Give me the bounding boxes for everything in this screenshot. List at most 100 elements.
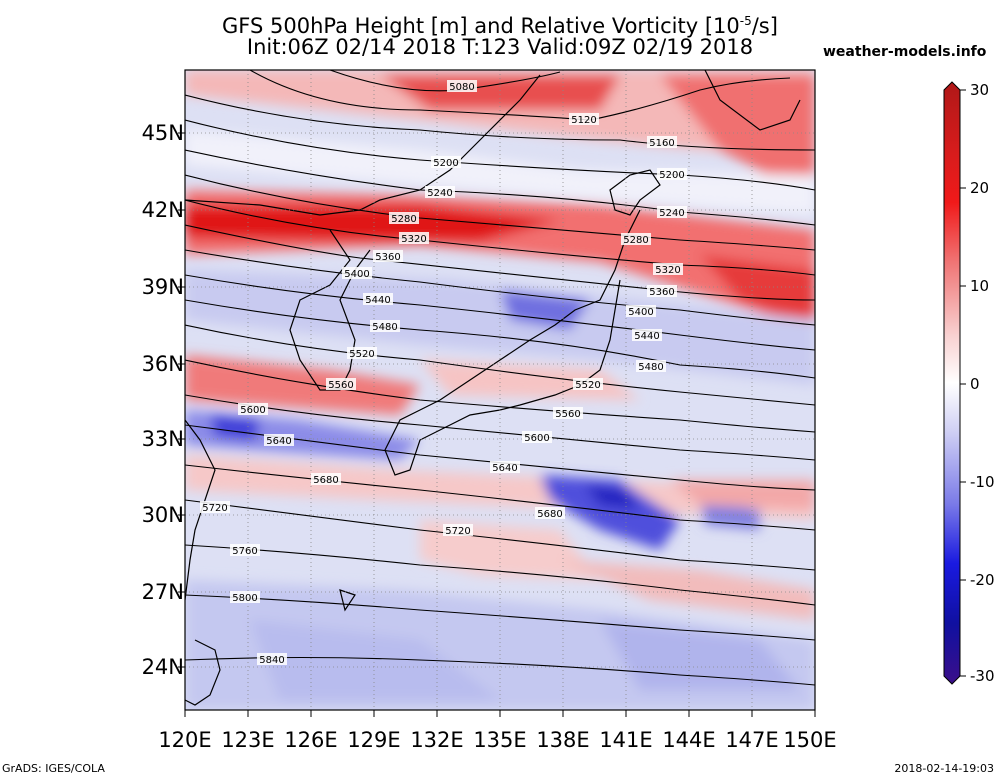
lat-label-39n: 39N [141,275,184,299]
contour-label-bg [447,80,477,92]
lat-label-33n: 33N [141,427,184,451]
contour-label: 5440 [634,331,659,342]
contour-label: 5080 [449,82,474,93]
contour-label: 5360 [375,252,400,263]
contour-label-bg [522,431,552,443]
contour-label-bg [389,212,419,224]
contour-label-bg [230,591,260,603]
lat-label-45n: 45N [141,121,184,145]
contour-label-bg [238,403,268,415]
site-watermark: weather-models.info [823,44,987,60]
contour-label: 5640 [492,463,517,474]
lon-label-150e: 150E [783,728,837,752]
contour-label: 5120 [571,115,596,126]
contour-label: 5520 [349,349,374,360]
contour-label: 5680 [537,509,562,520]
colorbar-tick-minus20: -20 [970,571,995,589]
contour-label: 5560 [328,380,353,391]
contour-label-bg [399,232,429,244]
colorbar [943,81,966,685]
contour-label: 5640 [266,436,291,447]
contour-label-bg [326,378,356,390]
contour-label: 5800 [232,593,257,604]
contour-label: 5840 [259,655,284,666]
lat-label-30n: 30N [141,503,184,527]
contour-label-bg [632,329,662,341]
lon-label-141e: 141E [599,728,653,752]
lat-label-36n: 36N [141,352,184,376]
lat-label-42n: 42N [141,198,184,222]
contour-label-bg [636,360,666,372]
lon-label-120e: 120E [158,728,212,752]
contour-label-bg [370,320,400,332]
contour-label: 5600 [240,405,265,416]
contour-label: 5240 [427,188,452,199]
lon-label-132e: 132E [410,728,464,752]
contour-label-bg [553,407,583,419]
contour-label-bg [257,653,287,665]
contour-label-bg [200,501,230,513]
contour-label-bg [490,461,520,473]
colorbar-tick-20: 20 [970,179,990,197]
contour-label-bg [264,434,294,446]
contour-label: 5480 [638,362,663,373]
contour-label-bg [621,233,651,245]
contour-label-bg [342,267,372,279]
lon-label-135e: 135E [473,728,527,752]
contour-label: 5240 [659,208,684,219]
vorticity-field: 5080 5120 5160 5200 5200 5240 5240 5280 5280 5320… [185,70,815,710]
contour-label: 5360 [649,287,674,298]
lat-label-24n: 24N [141,655,184,679]
contour-label-bg [347,347,377,359]
contour-label: 5720 [202,503,227,514]
contour-label: 5720 [445,526,470,537]
lon-label-147e: 147E [725,728,779,752]
contour-label: 5320 [401,234,426,245]
colorbar-tick-10: 10 [970,277,990,295]
contour-label: 5760 [232,546,257,557]
footer-timestamp: 2018-02-14-19:03 [894,762,994,775]
colorbar-tick-30: 30 [970,81,990,99]
contour-label-bg [569,113,599,125]
contour-label: 5440 [365,295,390,306]
contour-label: 5200 [433,158,458,169]
lon-label-138e: 138E [536,728,590,752]
contour-label-bg [647,285,677,297]
graticule [185,70,815,710]
contour-label: 5200 [659,170,684,181]
contour-label-bg [373,250,403,262]
chart-subtitle: Init:06Z 02/14 2018 T:123 Valid:09Z 02/1… [246,35,754,59]
contour-labels: 5080 5120 5160 5200 5200 5240 5240 5280 5280 5320… [200,80,687,666]
chart-title: GFS 500hPa Height [m] and Relative Vorti… [222,14,778,38]
contour-label: 5400 [344,269,369,280]
contour-label: 5520 [575,380,600,391]
lon-label-126e: 126E [284,728,338,752]
contour-label: 5560 [555,409,580,420]
footer-credit: GrADS: IGES/COLA [2,762,105,775]
contour-label-bg [535,507,565,519]
colorbar-tick-minus10: -10 [970,473,995,491]
contour-label: 5600 [524,433,549,444]
contour-label-bg [653,263,683,275]
contour-label-bg [657,168,687,180]
contour-label: 5680 [313,475,338,486]
axis-ticks [178,132,816,717]
height-contours [185,70,815,686]
contour-label-bg [425,186,455,198]
contour-label-bg [443,524,473,536]
lon-label-123e: 123E [221,728,275,752]
lon-label-144e: 144E [662,728,716,752]
contour-label-bg [363,293,393,305]
lon-label-129e: 129E [347,728,401,752]
contour-label-bg [311,473,341,485]
contour-label-bg [657,206,687,218]
contour-label: 5160 [649,138,674,149]
contour-label-bg [431,156,461,168]
contour-label: 5280 [623,235,648,246]
contour-label: 5280 [391,214,416,225]
contour-label: 5480 [372,322,397,333]
contour-label-bg [573,378,603,390]
contour-label: 5320 [655,265,680,276]
contour-label-bg [230,544,260,556]
